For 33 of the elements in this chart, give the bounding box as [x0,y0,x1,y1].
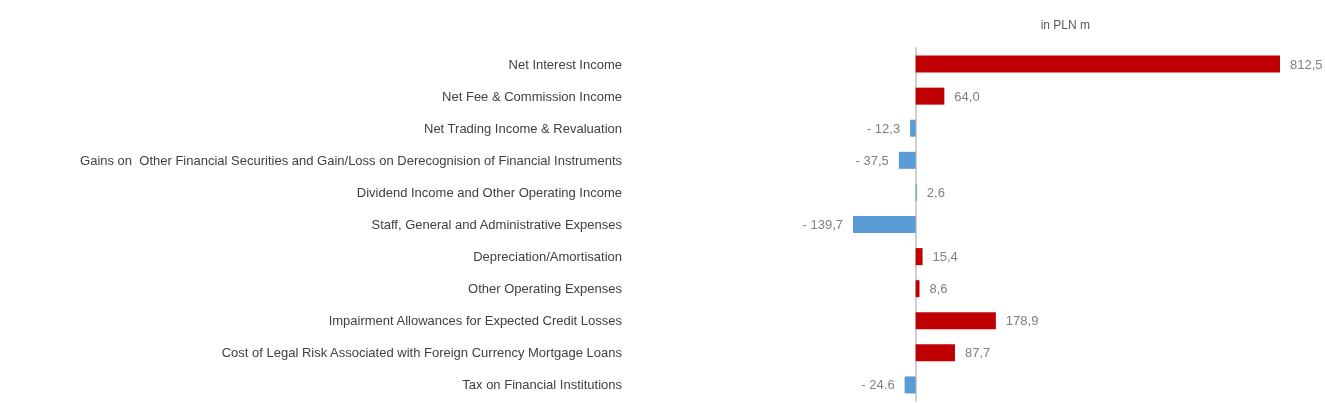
y-tick-label: Depreciation/Amortisation [473,249,622,265]
y-tick-label: Net Trading Income & Revaluation [424,120,622,136]
data-label: - 12,3 [866,120,901,136]
bar [915,280,920,298]
y-tick-label: Impairment Allowances for Expected Credit Losses [328,313,623,329]
y-tick-label: Tax on Financial Institutions [462,377,623,393]
bar [904,376,916,394]
bar [915,55,1280,73]
y-tick-label: Staff, General and Administrative Expenses [371,217,623,232]
y-tick-label: Net Fee & Commission Income [442,88,622,104]
chart-subtitle: in PLN m [1040,18,1091,32]
data-label: - 24.6 [861,377,895,393]
data-label: 178,9 [1005,313,1039,329]
bar [915,87,945,105]
bar [915,248,923,266]
data-label: - 139,7 [802,217,843,232]
bar [898,151,916,169]
y-tick-label: Gains on Other Financial Securities and Gain/Loss on Derecognision of Financial Instruments [80,152,623,168]
bar [853,216,916,233]
data-label: 15,4 [932,249,958,265]
y-tick-label: Net Interest Income [508,56,622,72]
data-label: 812,5 [1290,56,1323,72]
y-tick-label: Dividend Income and Other Operating Income [356,184,622,200]
data-label: - 37,5 [855,152,889,168]
bar [915,344,955,362]
y-tick-label: Other Operating Expenses [468,281,623,297]
bar [910,119,916,137]
data-label: 64,0 [954,88,980,104]
data-label: 8,6 [929,281,948,297]
y-tick-label: Cost of Legal Risk Associated with Foreign Currency Mortgage Loans [221,345,623,361]
data-label: 2,6 [926,184,945,200]
data-label: 87,7 [964,345,991,361]
bar [915,312,996,330]
